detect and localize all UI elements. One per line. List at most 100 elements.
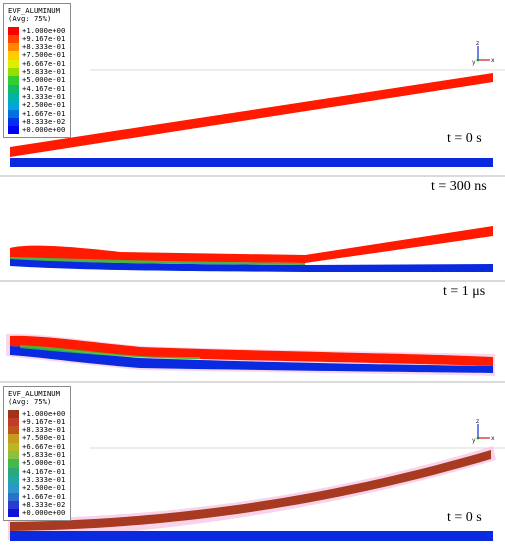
legend-swatch: [8, 34, 19, 44]
legend-value: +1.667e-01: [22, 491, 66, 501]
legend-swatch: [8, 417, 19, 427]
legend-swatch: [8, 59, 19, 69]
legend-swatch: [8, 492, 19, 501]
frame-3-target-plate: [10, 346, 493, 373]
axis-y-label: y: [472, 437, 476, 444]
legend-value: +8.333e-02: [22, 499, 66, 509]
legend-swatch: [8, 26, 19, 35]
legend-value: +8.333e-01: [22, 425, 66, 435]
legend-row: +2.500e-01: [8, 100, 66, 110]
legend-row: +7.500e-01: [8, 51, 65, 60]
legend-bottom-subtitle: (Avg: 75%): [8, 397, 52, 407]
axis-x-label: x: [491, 57, 495, 64]
legend-row: +8.333e-02: [8, 116, 66, 127]
axis-x-label: x: [491, 435, 495, 442]
legend-row: +3.333e-01: [8, 91, 66, 102]
frame-2-t300ns: [10, 226, 493, 272]
legend-swatch: [8, 484, 19, 493]
legend-value: +4.167e-01: [22, 83, 66, 93]
axis-triad-top: z y x: [472, 40, 495, 66]
frame-3-interface-band: [20, 345, 200, 359]
legend-swatch: [8, 467, 19, 476]
legend-value: +5.833e-01: [22, 67, 66, 77]
frame-4-halo: [8, 446, 496, 540]
legend-row: +1.000e+00: [8, 25, 66, 35]
time-label-frame-4: t = 0 s: [447, 510, 482, 525]
legend-row: +2.500e-01: [8, 483, 66, 493]
legend-row: +1.000e+00: [8, 409, 65, 418]
legend-row: +7.500e-01: [8, 433, 66, 443]
legend-value: +5.000e-01: [22, 458, 66, 468]
legend-row: +3.333e-01: [8, 474, 66, 485]
legend-value: +1.000e+00: [22, 25, 66, 35]
legend-row: +8.333e-01: [8, 42, 66, 52]
legend-row: +4.167e-01: [8, 466, 66, 476]
legend-swatch: [8, 84, 19, 93]
legend-swatch: [8, 500, 19, 510]
legend-swatch: [8, 126, 19, 135]
legend-swatch: [8, 76, 19, 85]
frame-3-flyer-plate: [10, 335, 493, 366]
legend-swatch: [8, 92, 19, 102]
legend-swatch: [8, 451, 19, 460]
legend-value: +2.500e-01: [22, 483, 66, 493]
frame-3-t1us: [6, 333, 495, 376]
legend-swatch: [8, 51, 19, 60]
frame-2-flyer-plate: [10, 226, 493, 263]
legend-swatch: [8, 68, 19, 77]
legend-bottom: EVF_ALUMINUM (Avg: 75%) +1.000e+00 +9.167…: [3, 386, 72, 522]
legend-row: +5.833e-01: [8, 67, 66, 77]
legend-top-scale: +1.000e+00 +9.167e-01 +8.333e-01 +7.500e-01…: [8, 25, 66, 135]
axis-y-label: y: [472, 59, 476, 66]
frame-2-target-plate: [10, 258, 493, 272]
legend-value: +0.000e+00: [22, 125, 66, 135]
legend-row: +5.000e-01: [8, 458, 66, 468]
axis-z-label: z: [476, 418, 479, 425]
legend-swatch: [8, 509, 19, 518]
legend-row: +1.667e-01: [8, 491, 66, 501]
legend-swatch: [8, 475, 19, 485]
legend-swatch: [8, 409, 19, 418]
legend-swatch: [8, 426, 19, 435]
frame-4-flyer-plate: [10, 450, 491, 531]
legend-top-title: EVF_ALUMINUM: [8, 6, 60, 15]
legend-value: +0.000e+00: [22, 508, 66, 518]
legend-value: +3.333e-01: [22, 474, 66, 484]
legend-row: +8.333e-02: [8, 499, 66, 510]
time-label-frame-1: t = 0 s: [447, 131, 482, 146]
legend-swatch: [8, 117, 19, 127]
legend-swatch: [8, 434, 19, 443]
legend-value: +3.333e-01: [22, 91, 66, 101]
axis-z-label: z: [476, 40, 479, 47]
legend-value: +1.667e-01: [22, 108, 66, 118]
legend-value: +7.500e-01: [22, 433, 66, 443]
legend-value: +2.500e-01: [22, 100, 66, 110]
legend-swatch: [8, 43, 19, 52]
legend-top-subtitle: (Avg: 75%): [8, 14, 52, 24]
legend-value: +8.333e-02: [22, 116, 66, 126]
legend-row: +6.667e-01: [8, 59, 65, 69]
time-label-frame-2: t = 300 ns: [431, 179, 487, 194]
legend-swatch: [8, 442, 19, 452]
time-label-frame-3: t = 1 μs: [443, 284, 486, 299]
legend-row: +9.167e-01: [8, 34, 65, 44]
legend-row: +9.167e-01: [8, 416, 66, 427]
legend-swatch: [8, 109, 19, 118]
legend-value: +4.167e-01: [22, 466, 66, 476]
legend-value: +6.667e-01: [22, 441, 66, 451]
legend-value: +8.333e-01: [22, 42, 66, 52]
frame-1-flyer-plate: [10, 73, 493, 157]
legend-row: +0.000e+00: [8, 508, 66, 518]
frame-2-interface-band: [10, 257, 305, 265]
legend-row: +6.667e-01: [8, 441, 66, 452]
frame-1-target-plate: [10, 158, 493, 167]
legend-bottom-title: EVF_ALUMINUM: [8, 389, 60, 398]
legend-value: +5.000e-01: [22, 75, 66, 85]
legend-swatch: [8, 101, 19, 110]
legend-value: +9.167e-01: [22, 416, 66, 426]
frame-4-target-plate: [10, 531, 493, 541]
axis-triad-bottom: z y x: [472, 418, 495, 444]
legend-row: +5.000e-01: [8, 75, 66, 85]
frame-1-t0: [10, 73, 493, 167]
